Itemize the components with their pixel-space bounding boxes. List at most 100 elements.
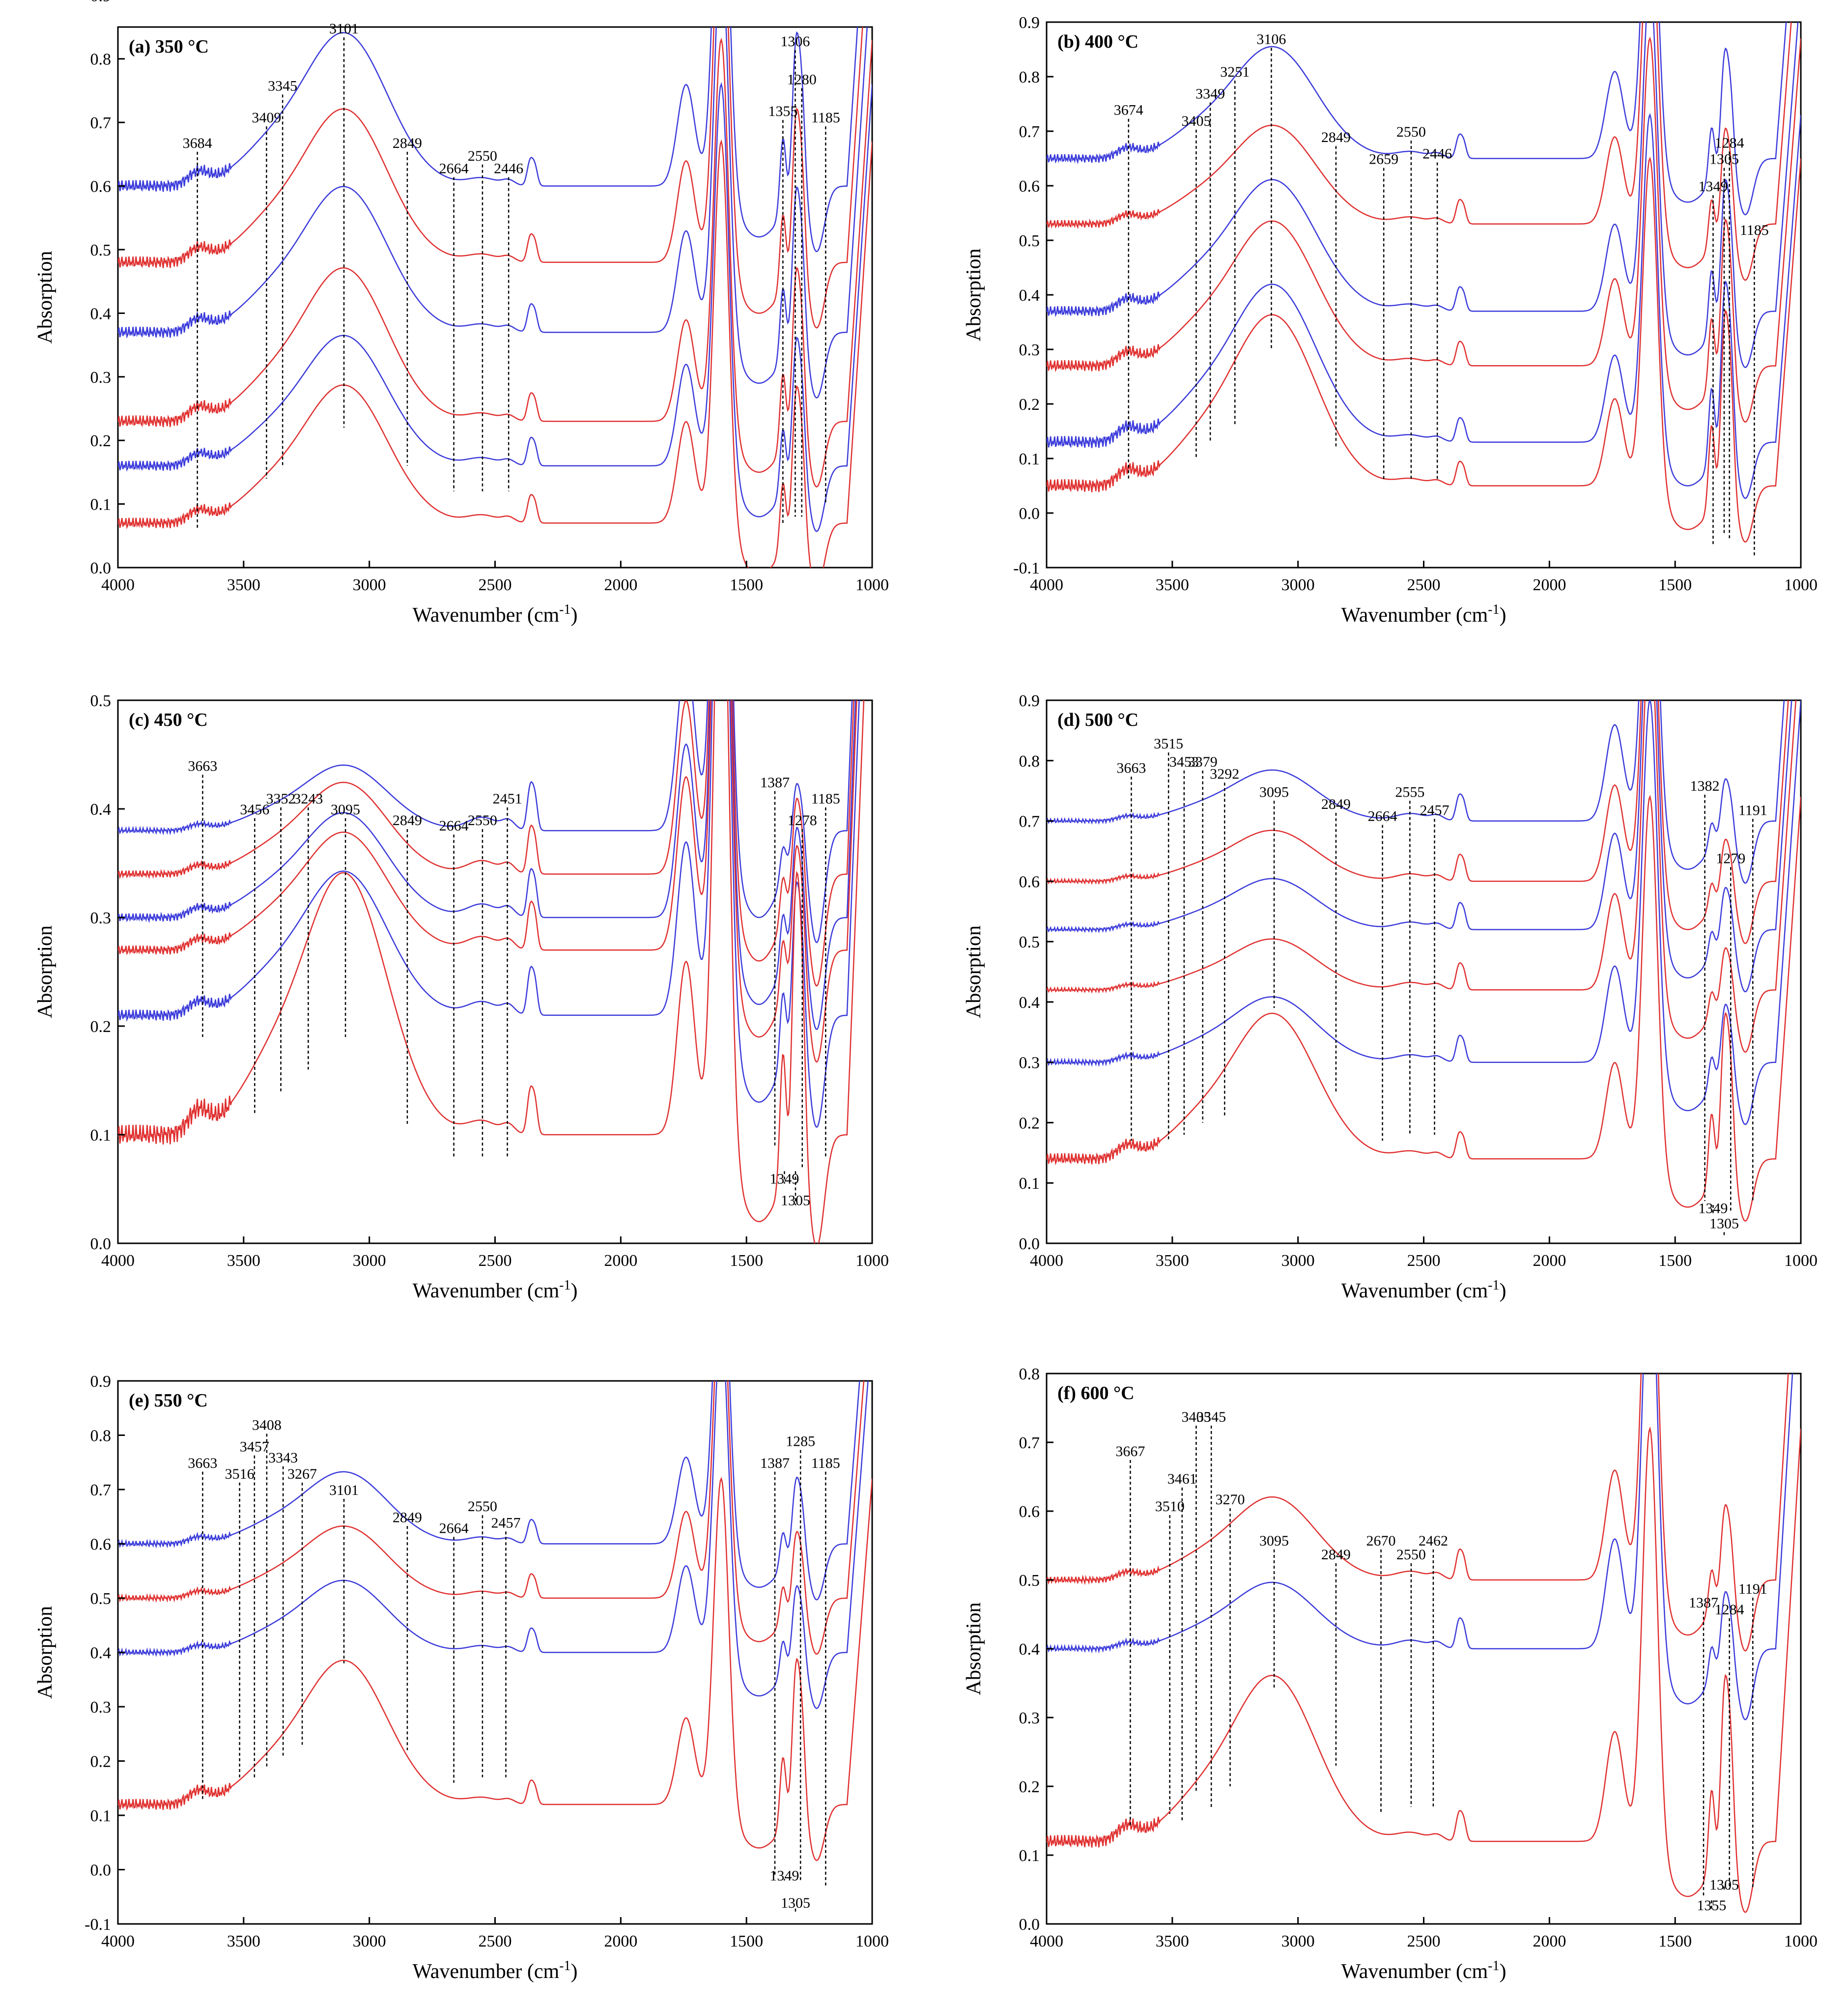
panel-title: (b) 400 °C <box>1057 31 1138 52</box>
peak-label-1349: 1349 <box>769 1868 799 1884</box>
peak-label-1305: 1305 <box>781 1895 810 1911</box>
y-tick-label: 0.0 <box>90 1235 112 1253</box>
y-tick-label: 0.3 <box>90 909 112 927</box>
peak-label-2451: 2451 <box>493 791 522 807</box>
peak-label-1284: 1284 <box>1715 1602 1744 1618</box>
peak-label-2550: 2550 <box>1396 1547 1426 1563</box>
peak-label-1349: 1349 <box>769 1171 799 1187</box>
peak-label-3515: 3515 <box>1154 736 1183 752</box>
peak-label-3453: 3453 <box>1169 754 1199 770</box>
peak-label-2670: 2670 <box>1366 1533 1396 1549</box>
peak-label-2550: 2550 <box>468 148 497 164</box>
y-tick-label: 0.9 <box>1019 692 1040 710</box>
peak-label-1278: 1278 <box>788 812 817 829</box>
panel-title: (e) 550 °C <box>129 1390 208 1411</box>
peak-label-1382: 1382 <box>1690 778 1720 794</box>
y-tick-label: 0.6 <box>1019 873 1040 891</box>
y-tick-label: 0.0 <box>1019 1916 1040 1934</box>
peak-label-3349: 3349 <box>1195 86 1225 102</box>
y-tick-label: 0.8 <box>1019 1365 1040 1383</box>
peak-label-3405: 3405 <box>1181 113 1211 129</box>
x-tick-label: 2000 <box>604 1252 637 1270</box>
series-group <box>1047 22 1801 543</box>
x-tick-label: 4000 <box>1030 1252 1063 1270</box>
x-tick-label: 1000 <box>1784 1252 1818 1270</box>
peak-label-3270: 3270 <box>1216 1491 1245 1508</box>
peak-label-3409: 3409 <box>252 110 281 126</box>
y-tick-label: 0.0 <box>1019 505 1040 523</box>
y-tick-label: 0.4 <box>90 801 112 819</box>
x-tick-label: 2500 <box>479 1252 512 1270</box>
peak-label-2664: 2664 <box>439 161 469 177</box>
peak-label-2462: 2462 <box>1419 1533 1448 1549</box>
series-group <box>1047 1374 1801 1913</box>
x-tick-label: 3500 <box>1156 576 1189 594</box>
peak-label-2664: 2664 <box>1368 808 1397 825</box>
x-axis-title: Wavenumber (cm-1) <box>413 602 578 627</box>
series-line-b5 <box>1047 113 1801 499</box>
series-line-b1 <box>1047 22 1787 216</box>
series-line-a3 <box>118 27 868 399</box>
x-tick-label: 4000 <box>1030 576 1063 594</box>
y-tick-label: 0.5 <box>1019 1572 1040 1590</box>
x-tick-label: 2500 <box>1407 1932 1441 1950</box>
series-line-c6 <box>118 700 865 1243</box>
x-tick-label: 1500 <box>1658 576 1692 594</box>
peak-label-3516: 3516 <box>225 1466 255 1482</box>
y-tick-label: 0.1 <box>90 496 112 514</box>
x-tick-label: 1500 <box>730 1252 763 1270</box>
series-line-a1 <box>118 27 858 253</box>
x-axis-title: Wavenumber (cm-1) <box>1341 1278 1507 1302</box>
y-tick-label: 0.0 <box>1019 1235 1040 1253</box>
y-axis-title: Absorption <box>34 251 57 344</box>
y-tick-label: 0.0 <box>90 1862 112 1880</box>
series-line-d5 <box>1047 700 1801 1125</box>
y-tick-label: 0.5 <box>90 241 112 259</box>
x-tick-label: 1000 <box>855 1932 889 1950</box>
y-tick-label: 0.6 <box>1019 177 1040 196</box>
y-tick-label: 0.4 <box>90 1644 112 1662</box>
panel-f: 4000 3500 3000 2500 2000 1500 1000 0.0 0.1 0.2 0.3… <box>963 1365 1818 1983</box>
series-group <box>118 700 865 1243</box>
x-tick-label: 1500 <box>1658 1252 1692 1270</box>
series-line-e1 <box>118 1381 860 1601</box>
peak-label-3667: 3667 <box>1115 1443 1145 1460</box>
plot-frame <box>1046 1373 1802 1925</box>
peak-label-2664: 2664 <box>439 1520 469 1536</box>
y-tick-label: 0.5 <box>1019 933 1040 951</box>
panel-title: (d) 500 °C <box>1057 710 1138 730</box>
peak-label-3095: 3095 <box>1259 1533 1289 1549</box>
y-tick-label: 0.2 <box>90 432 112 450</box>
peak-label-2550: 2550 <box>1396 124 1426 140</box>
series-line-d1 <box>1047 700 1785 884</box>
y-tick-label: 0.3 <box>1019 1054 1040 1072</box>
peak-label-1185: 1185 <box>811 791 840 807</box>
series-line-c3 <box>118 700 856 1031</box>
series-line-e3 <box>118 1381 869 1709</box>
y-tick-label: 0.7 <box>90 1481 112 1499</box>
x-tick-label: 3000 <box>353 1252 386 1270</box>
x-tick-label: 2000 <box>1533 1252 1566 1270</box>
x-tick-label: 3000 <box>353 576 386 594</box>
x-tick-label: 1000 <box>855 576 889 594</box>
y-tick-label: 0.0 <box>90 559 112 577</box>
peak-label-3343: 3343 <box>268 1450 298 1466</box>
series-line-a5 <box>118 82 872 532</box>
peak-label-1279: 1279 <box>1716 851 1745 867</box>
x-tick-label: 4000 <box>101 1252 135 1270</box>
peak-label-1284: 1284 <box>1715 135 1744 151</box>
peak-label-2849: 2849 <box>393 1509 422 1525</box>
peak-label-1305: 1305 <box>1709 151 1739 168</box>
y-tick-label: 0.8 <box>90 1427 112 1445</box>
x-tick-label: 1000 <box>855 1252 889 1270</box>
x-tick-label: 3500 <box>227 576 260 594</box>
peak-label-2849: 2849 <box>393 812 422 829</box>
y-tick-label: 0.8 <box>1019 752 1040 771</box>
series-line-f2 <box>1047 1374 1793 1720</box>
y-tick-label: 0.9 <box>90 0 112 5</box>
peak-label-1305: 1305 <box>1709 1877 1739 1893</box>
y-tick-label: 0.8 <box>90 51 112 69</box>
series-line-a6 <box>118 139 872 568</box>
y-axis-title: Absorption <box>963 1603 985 1695</box>
